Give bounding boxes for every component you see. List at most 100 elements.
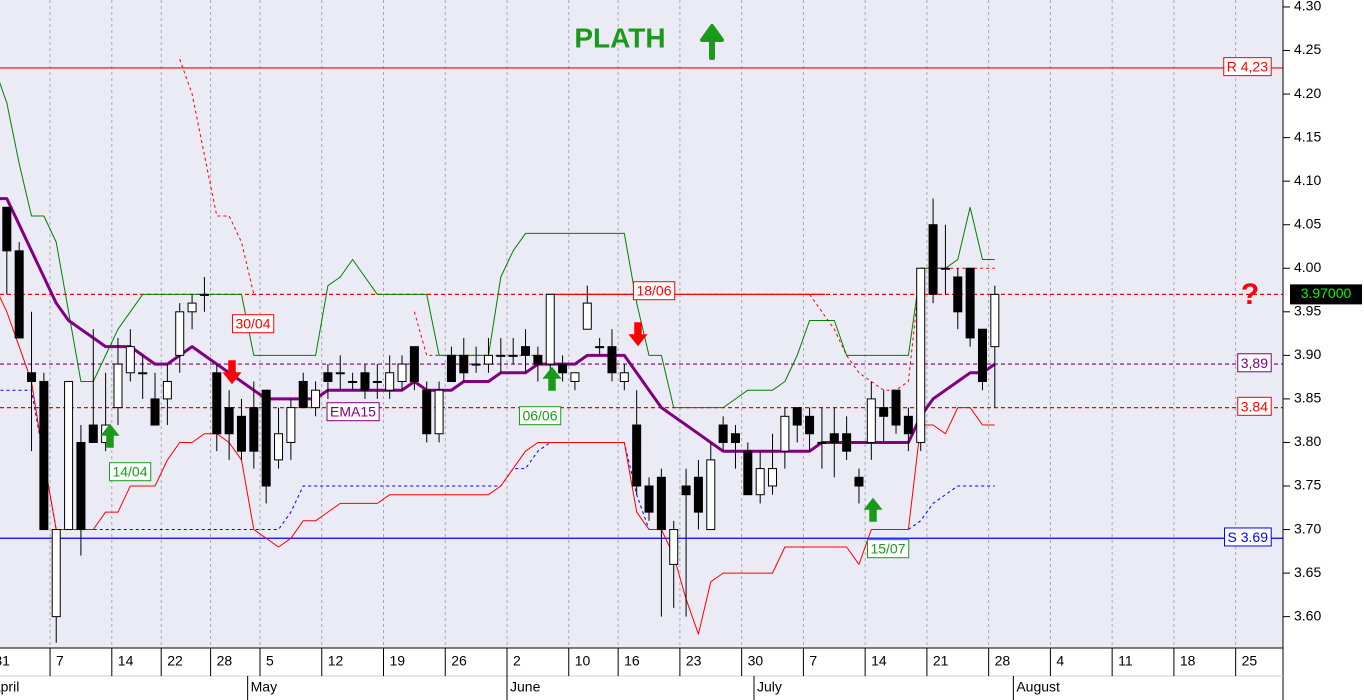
x-tick-label: 7 (809, 653, 817, 669)
level-label-box (1237, 353, 1272, 373)
month-label: May (251, 679, 277, 695)
y-tick-label: 3.85 (1294, 390, 1321, 406)
candle-body (199, 293, 209, 296)
candle-body (607, 346, 617, 374)
candle-body (879, 407, 889, 417)
y-tick-label: 4.30 (1294, 0, 1321, 14)
candle-body (817, 441, 827, 444)
level-label: R 4,23 (1227, 59, 1268, 75)
candle-body (212, 372, 222, 435)
x-tick-label: 28 (217, 653, 233, 669)
candle-body (471, 363, 481, 366)
candle-body (965, 267, 975, 339)
candle-body (829, 433, 839, 443)
candle-body (88, 424, 98, 443)
annotation: 18/06 (636, 283, 671, 299)
y-tick-label: 4.15 (1294, 128, 1321, 144)
candle-body (409, 346, 419, 382)
candle-body (570, 372, 580, 382)
candle-body (545, 293, 555, 365)
candle-body (422, 389, 432, 435)
x-tick-label: 7 (56, 653, 64, 669)
y-tick-label: 3.95 (1294, 303, 1321, 319)
series-line (0, 389, 995, 530)
signal-arrow (100, 423, 120, 448)
candle-body (990, 293, 1000, 348)
signal-arrow (863, 497, 883, 522)
candle-body (558, 363, 568, 374)
series-line (179, 59, 995, 391)
level-label-box (1223, 57, 1272, 77)
annotation: ? (1241, 278, 1259, 311)
candle-body (706, 459, 716, 531)
candle-body (187, 302, 197, 313)
x-tick-label: 23 (686, 653, 702, 669)
candle-body (632, 424, 642, 487)
x-tick-label: 31 (0, 653, 10, 669)
candle-body (150, 398, 160, 426)
candle-body (780, 415, 790, 452)
annotation-box (108, 462, 152, 482)
x-tick-label: 22 (167, 653, 183, 669)
annotation: 06/06 (522, 408, 557, 424)
candle-body (175, 311, 185, 356)
candle-body (446, 354, 456, 382)
candle-body (434, 389, 444, 435)
candle-body (595, 346, 605, 349)
x-tick-label: 18 (1180, 653, 1196, 669)
level-label: 3.84 (1241, 398, 1268, 414)
annotation: 14/04 (112, 464, 147, 480)
candle-body (14, 250, 24, 339)
candle-body (459, 354, 469, 374)
x-tick-label: 5 (266, 653, 274, 669)
annotation-box (866, 539, 910, 559)
x-tick-label: 16 (624, 653, 640, 669)
signal-arrow (628, 322, 648, 347)
candle-body (360, 372, 370, 391)
candle-body (916, 267, 926, 443)
x-tick-label: 26 (451, 653, 467, 669)
level-label: S 3.69 (1228, 529, 1269, 545)
month-label: April (0, 679, 19, 695)
candle-body (743, 450, 753, 496)
candle-body (27, 372, 37, 382)
y-tick-label: 4.10 (1294, 172, 1321, 188)
candle-body (298, 380, 308, 409)
candle-body (261, 389, 271, 487)
last-price-label: 3.97000 (1301, 285, 1352, 301)
y-tick-label: 4.00 (1294, 259, 1321, 275)
candle-body (335, 372, 345, 375)
y-tick-label: 3.70 (1294, 520, 1321, 536)
candle-body (644, 485, 654, 513)
candle-body (730, 433, 740, 443)
y-tick-label: 4.25 (1294, 41, 1321, 57)
x-tick-label: 25 (1242, 653, 1258, 669)
x-tick-label: 30 (748, 653, 764, 669)
y-tick-label: 4.20 (1294, 85, 1321, 101)
candle-body (138, 372, 148, 375)
candle-body (385, 372, 395, 391)
candle-body (842, 433, 852, 452)
month-label: August (1016, 679, 1060, 695)
x-tick-label: 4 (1056, 653, 1064, 669)
candle-body (286, 407, 296, 443)
x-tick-label: 14 (118, 653, 134, 669)
y-tick-label: 3.80 (1294, 433, 1321, 449)
series-line (0, 296, 995, 635)
month-label: June (510, 679, 541, 695)
candle-body (76, 441, 86, 531)
candle-body (656, 476, 666, 531)
candle-body (372, 380, 382, 383)
title-arrow (700, 24, 724, 60)
candle-body (619, 372, 629, 382)
annotation-box (518, 406, 562, 426)
candle-body (311, 389, 321, 409)
month-label: July (757, 679, 782, 695)
candle-body (669, 529, 679, 565)
candle-body (348, 380, 358, 383)
x-tick-label: 2 (513, 653, 521, 669)
y-tick-label: 3.90 (1294, 346, 1321, 362)
annotation-box (632, 281, 676, 301)
chart-title: PLATH (574, 22, 665, 53)
x-tick-label: 21 (933, 653, 949, 669)
